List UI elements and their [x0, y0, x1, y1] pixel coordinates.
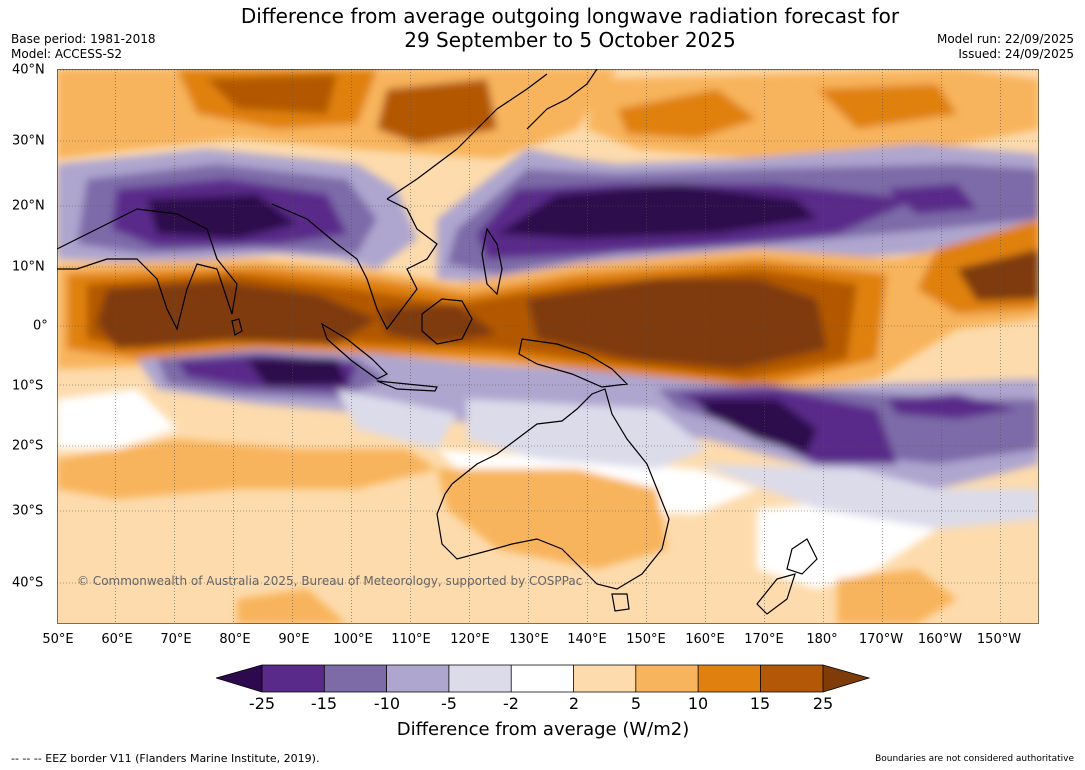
lat-label-10n: 10°N [12, 259, 45, 275]
nz-north-coastline [786, 538, 818, 575]
lon-label-110e: 110°E [391, 632, 431, 647]
issued-date: Issued: 24/09/2025 [958, 47, 1074, 61]
graticule [57, 69, 1039, 624]
java-coastline [376, 380, 438, 392]
tasmania-coastline [611, 593, 630, 612]
nz-south-coastline [756, 573, 796, 615]
colorbar-tick--5: -5 [441, 694, 457, 713]
colorbar-segment-2-5 [573, 665, 636, 692]
australia-coastline [436, 388, 670, 590]
new-guinea-coastline [518, 338, 629, 388]
lat-label-40n: 40°N [12, 62, 45, 78]
philippines-coastline [481, 227, 503, 296]
colorbar-segment-2-2 [511, 665, 574, 692]
coastlines [57, 69, 818, 615]
colorbar-segment-5-2 [448, 665, 512, 692]
colorbar-segment-5-10 [635, 665, 699, 692]
boundaries-disclaimer: Boundaries are not considered authoritat… [875, 754, 1074, 764]
lon-label-160w: 160°W [917, 632, 963, 647]
title-line-2: 29 September to 5 October 2025 [404, 28, 736, 52]
colorbar-segment-gt-25 [823, 665, 869, 692]
lon-label-90e: 90°E [278, 632, 310, 647]
colorbar-segment-25-15 [262, 665, 325, 692]
lat-label-30s: 30°S [12, 503, 44, 519]
eez-border-legend: -- -- -- EEZ border V11 (Flanders Marine… [11, 752, 320, 765]
lat-label-40s: 40°S [12, 575, 44, 591]
colorbar-segment-lt-25 [216, 665, 262, 692]
colorbar-tick--15: -15 [310, 694, 338, 713]
colorbar-tick--2: -2 [503, 694, 519, 713]
china-coastline [386, 73, 548, 200]
copyright-notice: © Commonwealth of Australia 2025, Bureau… [77, 574, 582, 588]
colorbar-tick-2: 2 [568, 694, 580, 713]
lat-label-0: 0° [33, 318, 48, 334]
lon-label-80e: 80°E [219, 632, 251, 647]
meta-left: Base period: 1981-2018 Model: ACCESS-S2 [11, 32, 156, 62]
japan-coastline [526, 69, 598, 130]
lat-label-20n: 20°N [12, 198, 45, 214]
lon-label-50e: 50°E [42, 632, 74, 647]
colorbar [216, 664, 870, 693]
india-coastline [57, 208, 238, 331]
sri-lanka-coastline [231, 318, 243, 336]
map-frame [57, 69, 1039, 624]
lat-label-20s: 20°S [12, 438, 44, 454]
lon-label-150w: 150°W [976, 632, 1022, 647]
colorbar-tick--10: -10 [373, 694, 401, 713]
indochina-coastline [271, 198, 438, 331]
borneo-coastline [421, 298, 473, 345]
sumatra-coastline [320, 322, 389, 380]
colorbar-segment-10-5 [386, 665, 449, 692]
lon-label-180: 180° [806, 632, 838, 647]
colorbar-tick-5: 5 [630, 694, 642, 713]
colorbar-title: Difference from average (W/m2) [396, 719, 690, 740]
lon-label-170e: 170°E [744, 632, 784, 647]
lon-label-70e: 70°E [160, 632, 192, 647]
colorbar-segment-15-10 [324, 665, 387, 692]
lon-label-150e: 150°E [626, 632, 666, 647]
colorbar-tick-10: 10 [687, 694, 709, 713]
lon-label-60e: 60°E [101, 632, 133, 647]
model-name: Model: ACCESS-S2 [11, 47, 123, 61]
lat-label-10s: 10°S [12, 378, 44, 394]
lon-label-140e: 140°E [567, 632, 607, 647]
lon-label-130e: 130°E [509, 632, 549, 647]
colorbar-tick--25: -25 [248, 694, 276, 713]
lon-label-160e: 160°E [685, 632, 725, 647]
olr-anomaly-map: © Commonwealth of Australia 2025, Bureau… [57, 69, 1039, 624]
chart-title: Difference from average outgoing longwav… [170, 4, 970, 52]
colorbar-segment-15-25 [760, 665, 823, 692]
colorbar-outline [216, 664, 870, 693]
lon-label-120e: 120°E [450, 632, 490, 647]
lon-label-100e: 100°E [333, 632, 373, 647]
lon-label-170w: 170°W [858, 632, 904, 647]
lat-label-30n: 30°N [12, 133, 45, 149]
meta-right: Model run: 22/09/2025 Issued: 24/09/2025 [937, 32, 1074, 62]
colorbar-tick-25: 25 [812, 694, 834, 713]
base-period: Base period: 1981-2018 [11, 32, 156, 46]
colorbar-tick-15: 15 [749, 694, 771, 713]
title-line-1: Difference from average outgoing longwav… [240, 4, 900, 28]
colorbar-segment-10-15 [698, 665, 761, 692]
model-run: Model run: 22/09/2025 [936, 32, 1074, 46]
anomaly-fields [57, 69, 1039, 624]
